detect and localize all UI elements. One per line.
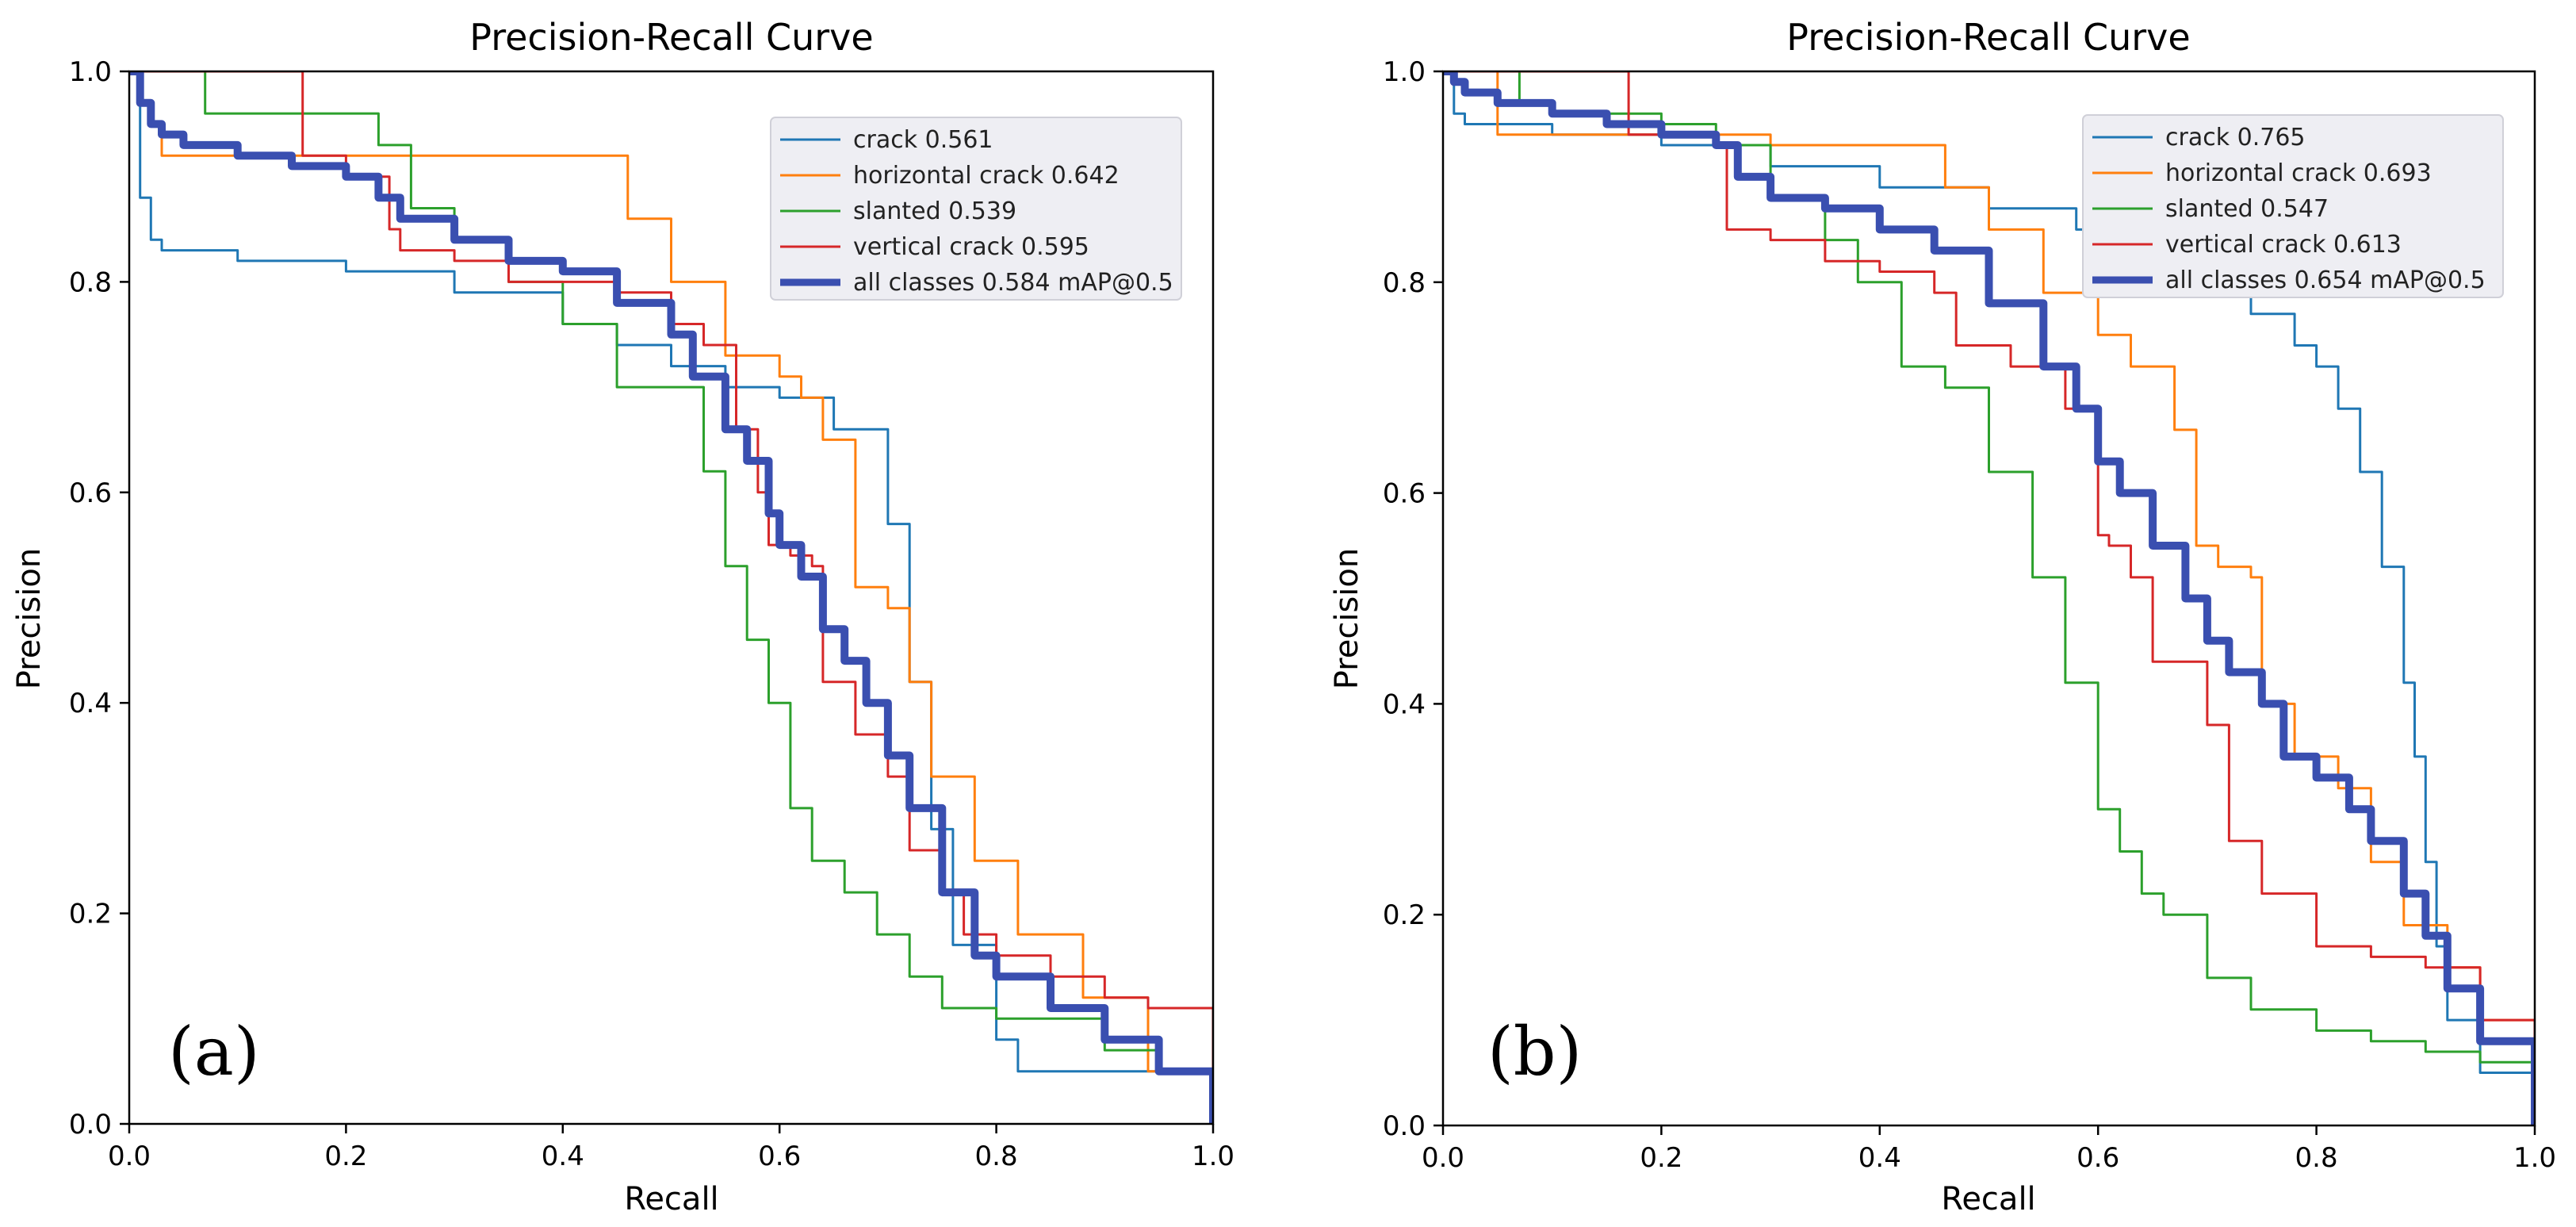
panel-a-series-line-0 (129, 71, 1213, 1124)
panel-b-x-tick-label: 0.2 (1640, 1142, 1682, 1174)
panel-a-y-tick-label: 1.0 (69, 56, 112, 88)
panel-a: Precision-Recall Curve 0.0 0.2 0.4 0.6 0.8 1.… (11, 16, 1234, 1217)
panel-a-legend-label-4: all classes 0.584 mAP@0.5 (853, 269, 1173, 297)
panel-a-x-tick-label: 0.8 (975, 1141, 1018, 1172)
panel-b-x-tick-label: 0.4 (1858, 1142, 1901, 1174)
panel-b-y-tick-label: 1.0 (1383, 56, 1426, 88)
panel-b-x-tick-label: 0.0 (1422, 1142, 1464, 1174)
panel-b-x-tick-label: 0.6 (2076, 1142, 2119, 1174)
panel-a-y-tick-label: 0.6 (69, 477, 112, 509)
panel-a-axes-frame (128, 70, 1215, 1125)
panel-b-axes-frame (1441, 70, 2536, 1127)
panel-b-ylabel: Precision (1329, 548, 1365, 689)
panel-a-legend-label-2: slanted 0.539 (853, 197, 1016, 225)
panel-b-legend-label-1: horizontal crack 0.693 (2165, 159, 2432, 187)
panel-b-series-line-4 (1443, 71, 2535, 1125)
panel-b-legend: crack 0.765 horizontal crack 0.693 slanted… (2082, 114, 2504, 298)
panel-a-series-line-1 (129, 71, 1213, 1124)
panel-a-series (129, 71, 1213, 1124)
panel-b: Precision-Recall Curve 0.0 0.2 0.4 0.6 0.8 1.… (1329, 16, 2556, 1217)
panel-b-y-tick-label: 0.8 (1383, 267, 1426, 299)
panel-b-series (1443, 71, 2535, 1125)
panel-b-legend-box (2082, 114, 2504, 298)
panel-b-legend-label-3: vertical crack 0.613 (2165, 231, 2402, 259)
panel-b-xlabel: Recall (1941, 1181, 2035, 1217)
panel-b-plot: 0.0 0.2 0.4 0.6 0.8 1.0 0.0 0.2 0.4 0.6 0.8 1.0 crac… (1383, 56, 2556, 1174)
panel-a-y-tick-label: 0.2 (69, 899, 112, 930)
panel-a-x-tick-label: 0.4 (542, 1141, 584, 1172)
panel-a-legend-label-0: crack 0.561 (853, 126, 993, 154)
panel-a-xlabel: Recall (624, 1181, 718, 1217)
panel-b-legend-label-0: crack 0.765 (2165, 124, 2306, 151)
panel-a-y-tick-label: 0.0 (69, 1109, 112, 1141)
panel-a-y-tick-label: 0.8 (69, 266, 112, 298)
panel-b-title: Precision-Recall Curve (1786, 16, 2190, 59)
panel-b-x-tick-label: 0.8 (2295, 1142, 2338, 1174)
panel-a-x-tick-label: 1.0 (1192, 1141, 1234, 1172)
panel-b-y-tick-label: 0.0 (1383, 1110, 1426, 1142)
panel-a-x-tick-label: 0.6 (758, 1141, 801, 1172)
panel-b-legend-label-4: all classes 0.654 mAP@0.5 (2165, 266, 2486, 294)
panel-b-y-tick-label: 0.6 (1383, 478, 1426, 510)
panel-b-y-tick-label: 0.2 (1383, 899, 1426, 931)
panel-a-series-line-3 (129, 71, 1213, 1124)
panel-b-tag: (b) (1487, 1013, 1582, 1091)
panel-a-plot: 0.0 0.2 0.4 0.6 0.8 1.0 0.0 0.2 0.4 0.6 0.8 1.0 crac… (69, 56, 1234, 1172)
panel-a-x-tick-label: 0.2 (324, 1141, 367, 1172)
panel-a-title: Precision-Recall Curve (469, 16, 873, 59)
panel-b-legend-label-2: slanted 0.547 (2165, 195, 2329, 223)
panel-a-series-line-4 (129, 71, 1213, 1124)
panel-a-legend-label-3: vertical crack 0.595 (853, 233, 1089, 261)
panel-b-y-tick-label: 0.4 (1383, 688, 1426, 720)
panel-a-tag: (a) (168, 1013, 260, 1091)
panel-b-x-tick-label: 1.0 (2513, 1142, 2556, 1174)
panel-a-series-line-2 (129, 71, 1213, 1124)
panel-a-legend: crack 0.561 horizontal crack 0.642 slanted… (770, 117, 1182, 301)
panel-a-y-tick-label: 0.4 (69, 688, 112, 719)
panel-a-legend-label-1: horizontal crack 0.642 (853, 162, 1120, 190)
panel-a-ylabel: Precision (11, 548, 48, 689)
panel-a-x-tick-label: 0.0 (108, 1141, 151, 1172)
panel-a-legend-box (770, 117, 1182, 301)
panel-b-series-line-2 (1443, 71, 2535, 1125)
